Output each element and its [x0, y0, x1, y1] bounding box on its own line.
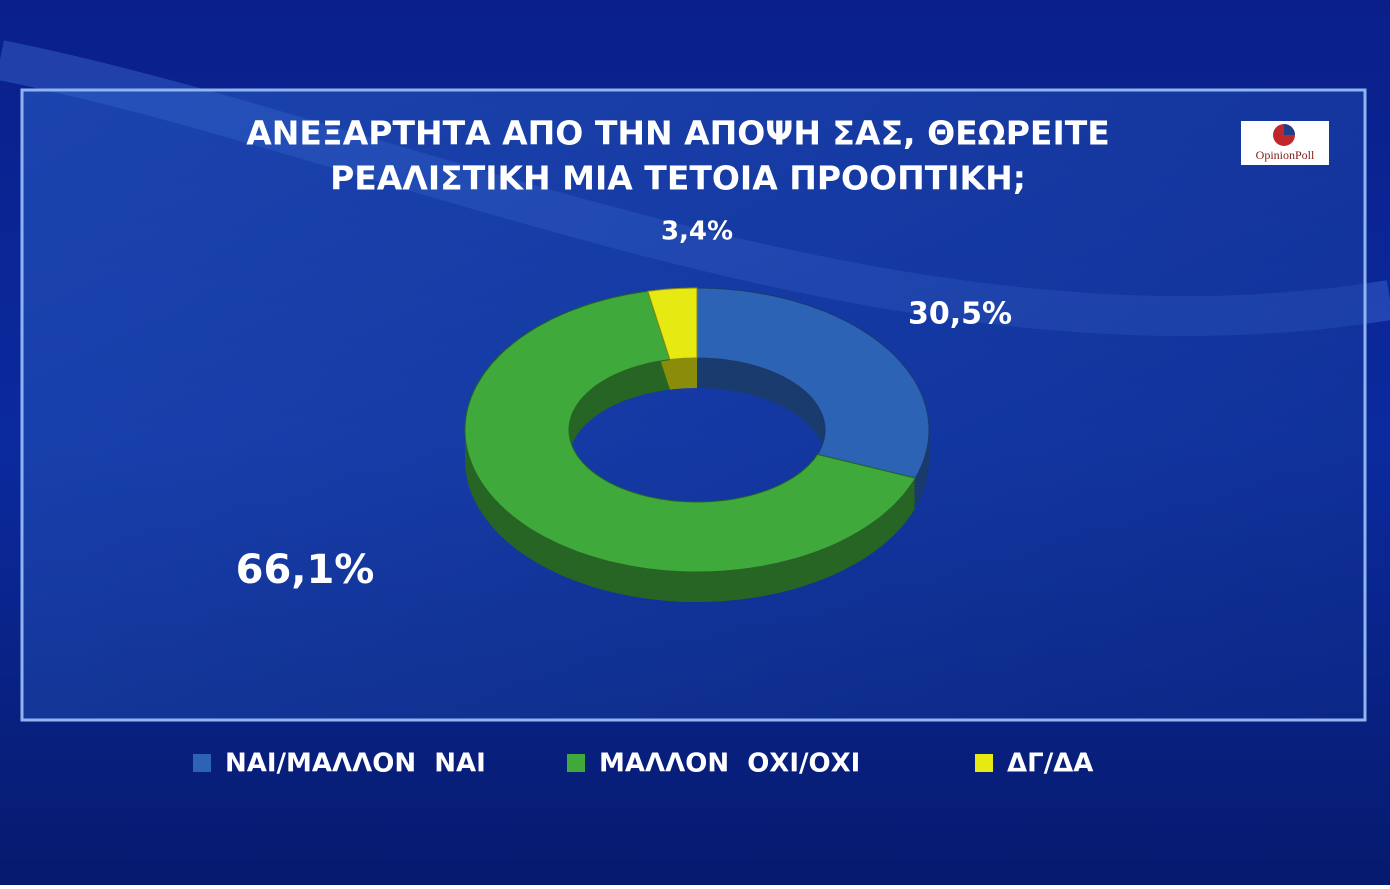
value-label: 30,5% [908, 297, 1012, 332]
legend-label: ΝΑΙ/ΜΑΛΛΟΝ ΝΑΙ [225, 749, 486, 779]
slice [647, 287, 698, 361]
value-label: 3,4% [661, 217, 733, 247]
legend-swatch [567, 754, 585, 772]
chart-title: ΑΝΕΞΑΡΤΗΤΑ ΑΠΟ ΤΗΝ ΑΠΟΨΗ ΣΑΣ, ΘΕΩΡΕΙΤΕ [246, 114, 1110, 153]
logo-text: OpinionPoll [1256, 148, 1315, 162]
legend-swatch [975, 754, 993, 772]
donut [464, 287, 930, 602]
legend-swatch [193, 754, 211, 772]
logo-icon-part [1284, 124, 1295, 135]
value-label: 66,1% [236, 547, 375, 593]
legend: ΝΑΙ/ΜΑΛΛΟΝ ΝΑΙ ΜΑΛΛΟΝ ΟΧΙ/ΟΧΙ ΔΓ/ΔΑ [193, 749, 1093, 779]
legend-label: ΜΑΛΛΟΝ ΟΧΙ/ΟΧΙ [599, 749, 860, 779]
glass-panel [20, 88, 1367, 722]
legend-label: ΔΓ/ΔΑ [1007, 749, 1093, 779]
chart-title: ΡΕΑΛΙΣΤΙΚΗ ΜΙΑ ΤΕΤΟΙΑ ΠΡΟΟΠΤΙΚΗ; [330, 159, 1026, 198]
